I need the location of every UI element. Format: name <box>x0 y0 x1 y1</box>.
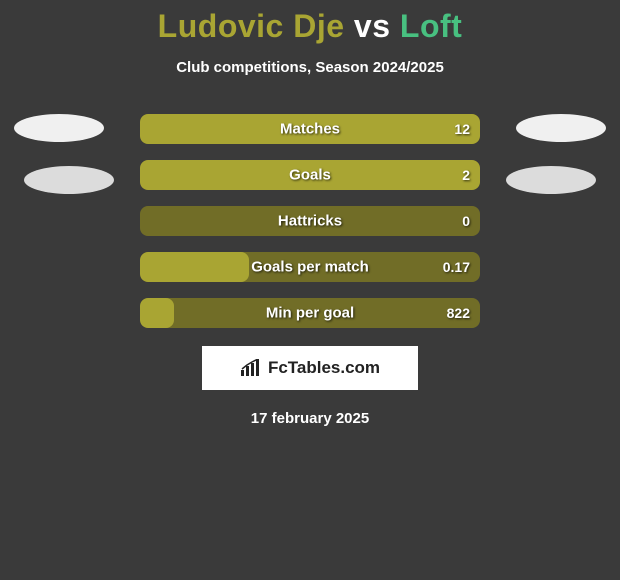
stat-bar: Goals per match 0.17 <box>140 252 480 282</box>
title-player1: Ludovic Dje <box>158 8 345 44</box>
right-player-ellipse-top <box>516 114 606 142</box>
stat-bar: Matches 12 <box>140 114 480 144</box>
stat-bars: Matches 12 Goals 2 Hattricks 0 Goals per match… <box>140 114 480 328</box>
stat-bar-label: Min per goal <box>266 305 354 322</box>
subtitle: Club competitions, Season 2024/2025 <box>0 59 620 76</box>
left-player-ellipse-bottom <box>24 166 114 194</box>
stat-bar: Min per goal 822 <box>140 298 480 328</box>
stat-bar-label: Goals <box>289 167 331 184</box>
bar-chart-icon <box>240 359 262 377</box>
stat-bar-value: 0 <box>462 213 470 229</box>
stat-bar-fill <box>140 252 249 282</box>
stat-bar: Hattricks 0 <box>140 206 480 236</box>
brand-text: FcTables.com <box>268 358 380 378</box>
stat-bar-label: Matches <box>280 121 340 138</box>
stat-bar-label: Goals per match <box>251 259 369 276</box>
stat-bar-label: Hattricks <box>278 213 342 230</box>
stat-bar-value: 0.17 <box>443 259 470 275</box>
title-player2: Loft <box>400 8 462 44</box>
stat-bar-value: 822 <box>447 305 470 321</box>
stats-area: Matches 12 Goals 2 Hattricks 0 Goals per match… <box>0 114 620 328</box>
stat-bar-value: 12 <box>454 121 470 137</box>
comparison-title: Ludovic Dje vs Loft <box>0 0 620 45</box>
snapshot-date: 17 february 2025 <box>0 410 620 427</box>
left-player-ellipse-top <box>14 114 104 142</box>
stat-bar: Goals 2 <box>140 160 480 190</box>
right-player-ellipse-bottom <box>506 166 596 194</box>
brand-box: FcTables.com <box>202 346 418 390</box>
stat-bar-value: 2 <box>462 167 470 183</box>
title-vs: vs <box>354 8 391 44</box>
stat-bar-fill <box>140 298 174 328</box>
